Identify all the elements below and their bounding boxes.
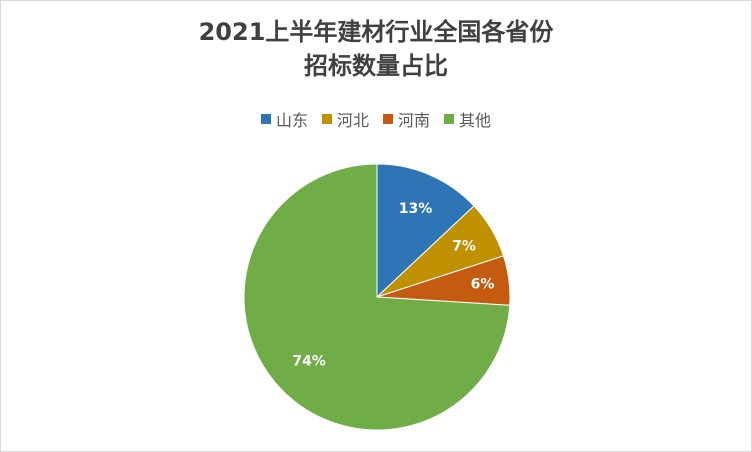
data-label-hebei: 7%	[452, 239, 476, 255]
pie-data-labels: 13% 7% 6% 74%	[292, 201, 494, 370]
legend-label-hebei: 河北	[336, 111, 369, 130]
chart-legend: 山东 河北 河南 其他	[1, 107, 751, 131]
legend-item-shandong: 山东	[260, 107, 308, 131]
legend-label-henan: 河南	[398, 111, 431, 130]
legend-item-henan: 河南	[383, 107, 430, 131]
chart-title: 2021上半年建材行业全国各省份 招标数量占比	[1, 15, 751, 83]
legend-item-other: 其他	[444, 107, 491, 131]
pie-slice-other	[243, 163, 511, 431]
chart-title-line-2: 招标数量占比	[304, 52, 448, 80]
data-label-henan: 6%	[471, 277, 495, 293]
legend-label-shandong: 山东	[275, 111, 308, 130]
legend-swatch-hebei	[321, 114, 332, 124]
pie-slices	[243, 163, 511, 431]
legend-swatch-henan	[383, 114, 393, 124]
pie-slice-shandong	[376, 163, 475, 299]
legend-swatch-other	[444, 114, 455, 124]
legend-swatch-shandong	[260, 114, 271, 124]
data-label-other: 74%	[292, 354, 326, 370]
chart-title-line-1: 2021上半年建材行业全国各省份	[198, 18, 554, 46]
data-label-shandong: 13%	[399, 201, 433, 217]
legend-item-hebei: 河北	[321, 107, 369, 131]
legend-label-other: 其他	[459, 111, 492, 130]
